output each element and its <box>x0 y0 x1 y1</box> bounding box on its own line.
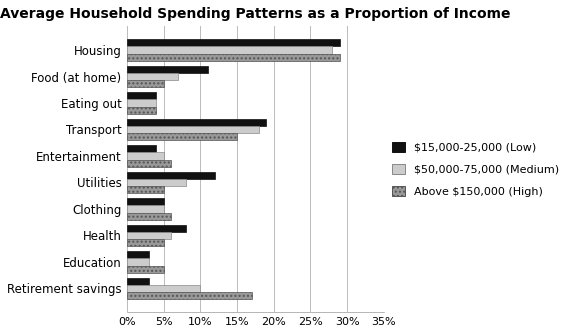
Bar <box>127 212 171 220</box>
Bar <box>127 133 237 140</box>
Bar <box>127 126 259 133</box>
Bar <box>127 152 164 160</box>
Bar <box>127 232 171 239</box>
Bar <box>127 278 149 285</box>
Bar <box>127 66 208 73</box>
Bar <box>127 39 340 46</box>
Bar <box>127 259 149 266</box>
Title: Average Household Spending Patterns as a Proportion of Income: Average Household Spending Patterns as a… <box>0 7 511 21</box>
Bar <box>127 145 156 152</box>
Bar <box>127 266 164 273</box>
Bar <box>127 239 164 246</box>
Bar <box>127 73 178 80</box>
Legend: $15,000-25,000 (Low), $50,000-75,000 (Medium), Above $150,000 (High): $15,000-25,000 (Low), $50,000-75,000 (Me… <box>392 142 559 196</box>
Bar <box>127 198 164 205</box>
Bar <box>127 186 164 193</box>
Bar <box>127 80 164 87</box>
Bar <box>127 225 186 232</box>
Bar <box>127 292 252 299</box>
Bar <box>127 53 340 61</box>
Bar <box>127 251 149 259</box>
Bar <box>127 205 164 212</box>
Bar <box>127 100 156 107</box>
Bar <box>127 160 171 167</box>
Bar <box>127 107 156 114</box>
Bar <box>127 46 332 53</box>
Bar <box>127 179 186 186</box>
Bar <box>127 172 215 179</box>
Bar <box>127 119 266 126</box>
Bar <box>127 285 201 292</box>
Bar <box>127 92 156 100</box>
